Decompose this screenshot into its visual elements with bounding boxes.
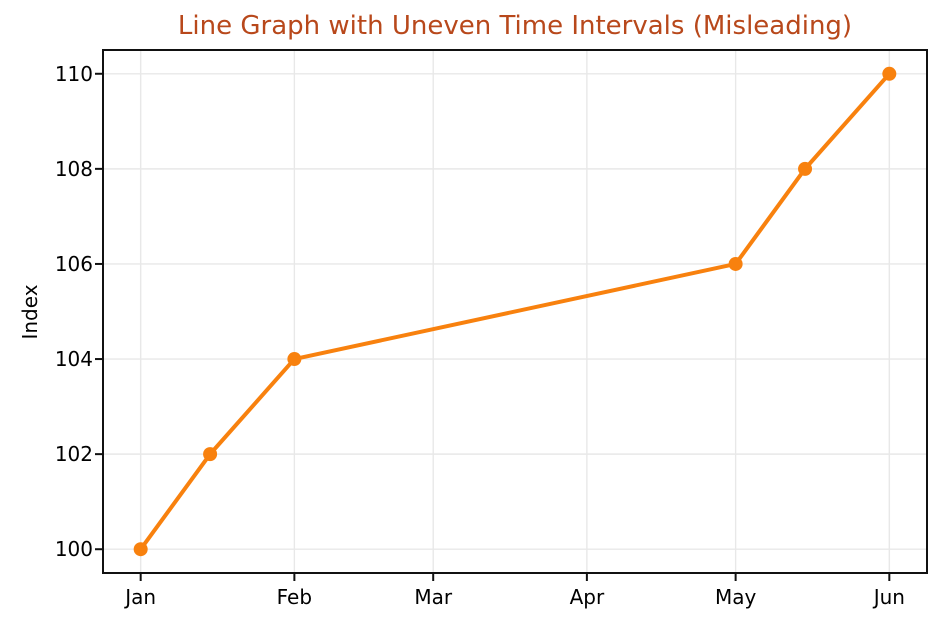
y-tick-label: 100 bbox=[54, 537, 93, 562]
y-tick-label: 108 bbox=[54, 156, 93, 181]
data-point-marker bbox=[133, 542, 148, 557]
data-point-marker bbox=[882, 66, 897, 81]
y-tick-label: 104 bbox=[54, 347, 93, 372]
x-tick-label: Feb bbox=[276, 585, 313, 609]
x-tick-label: Mar bbox=[414, 585, 453, 609]
x-tick-label: Apr bbox=[569, 585, 605, 609]
data-line-series bbox=[138, 71, 892, 552]
data-point-marker bbox=[287, 352, 302, 367]
data-point-marker bbox=[728, 256, 743, 271]
x-tick-label: Jan bbox=[125, 585, 157, 609]
y-tick-label: 106 bbox=[54, 251, 93, 276]
y-tick-label: 110 bbox=[54, 61, 93, 86]
y-tick-label: 102 bbox=[54, 442, 93, 467]
axes-spines bbox=[102, 49, 928, 574]
data-point-marker bbox=[798, 161, 813, 176]
chart-title: Line Graph with Uneven Time Intervals (M… bbox=[177, 11, 853, 41]
x-tick-label: May bbox=[714, 585, 757, 609]
data-point-marker bbox=[203, 447, 218, 462]
x-tick-label: Jun bbox=[873, 585, 905, 609]
